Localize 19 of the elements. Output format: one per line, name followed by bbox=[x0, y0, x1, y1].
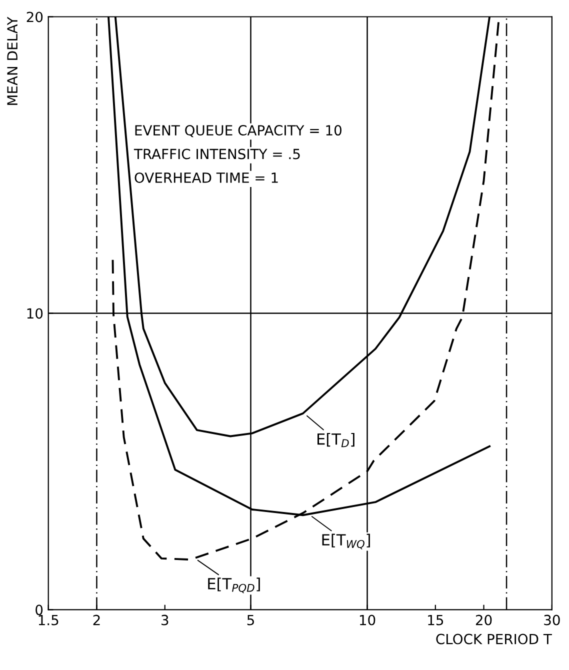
x-tick-label: 2 bbox=[93, 614, 100, 626]
y-tick-label: 10 bbox=[27, 308, 43, 319]
annotation: E[T$_{PQD}$] bbox=[208, 578, 260, 594]
x-tick-label: 20 bbox=[476, 614, 492, 626]
x-tick-label: 30 bbox=[544, 614, 560, 626]
annotation: TRAFFIC INTENSITY = .5 bbox=[134, 148, 300, 160]
annotation: OVERHEAD TIME = 1 bbox=[134, 172, 278, 183]
y-tick-label: 0 bbox=[36, 604, 43, 616]
y-tick-label: 20 bbox=[26, 12, 43, 22]
x-tick-label: 3 bbox=[162, 614, 168, 626]
annotation: E[T$_{D}$] bbox=[317, 432, 354, 448]
x-tick-label: 10 bbox=[360, 614, 376, 626]
x-tick-label: 1.5 bbox=[38, 614, 58, 626]
y-axis-title: MEAN DELAY bbox=[7, 16, 18, 105]
x-axis-title: CLOCK PERIOD T bbox=[436, 634, 552, 644]
annotation: E[T$_{WQ}$] bbox=[322, 534, 370, 550]
annotation: EVENT QUEUE CAPACITY = 10 bbox=[135, 125, 342, 138]
x-tick-label: 15 bbox=[428, 614, 444, 626]
x-tick-label: 5 bbox=[247, 614, 254, 626]
